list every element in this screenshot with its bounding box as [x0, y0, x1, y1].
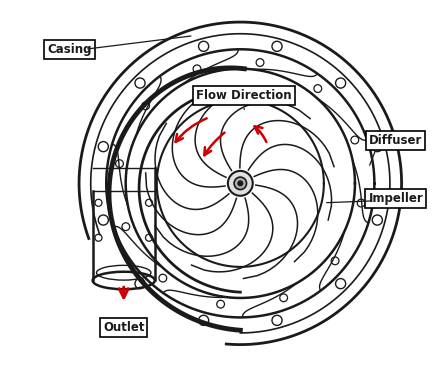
Text: Impeller: Impeller — [368, 192, 423, 206]
Circle shape — [228, 171, 253, 196]
Circle shape — [238, 181, 243, 186]
Text: Casing: Casing — [47, 43, 92, 56]
Text: Flow Direction: Flow Direction — [197, 89, 292, 103]
Circle shape — [234, 177, 247, 190]
Text: Outlet: Outlet — [103, 321, 145, 333]
Text: Diffuser: Diffuser — [369, 134, 422, 147]
